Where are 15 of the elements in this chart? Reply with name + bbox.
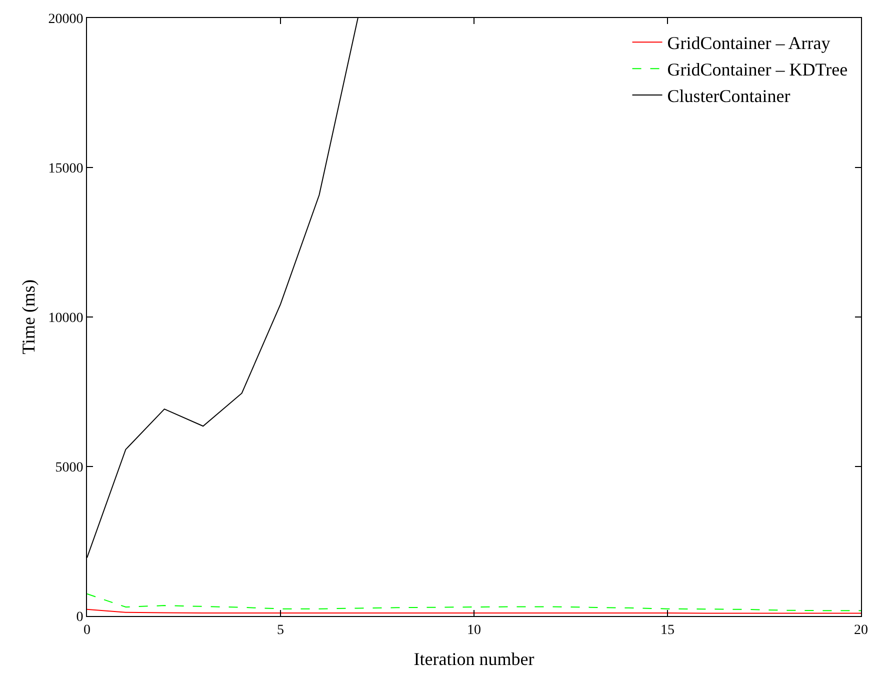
y-tick-label: 0 — [76, 610, 84, 625]
x-axis-title: Iteration number — [414, 648, 534, 669]
y-tick-label: 5000 — [55, 460, 84, 476]
y-tick-label: 15000 — [48, 161, 84, 176]
x-tick-label: 5 — [277, 622, 284, 638]
x-tick-label: 10 — [467, 622, 481, 638]
y-axis-title: Time (ms) — [18, 280, 38, 354]
x-tick-label: 15 — [660, 622, 674, 638]
legend-label: ClusterContainer — [667, 86, 790, 106]
legend-label: GridContainer – Array — [667, 33, 830, 54]
y-tick-label: 20000 — [48, 12, 84, 27]
x-tick-label: 20 — [854, 622, 868, 638]
legend-label: GridContainer – KDTree — [667, 60, 848, 80]
line-series — [87, 593, 861, 612]
y-tick-label: 10000 — [48, 310, 84, 326]
